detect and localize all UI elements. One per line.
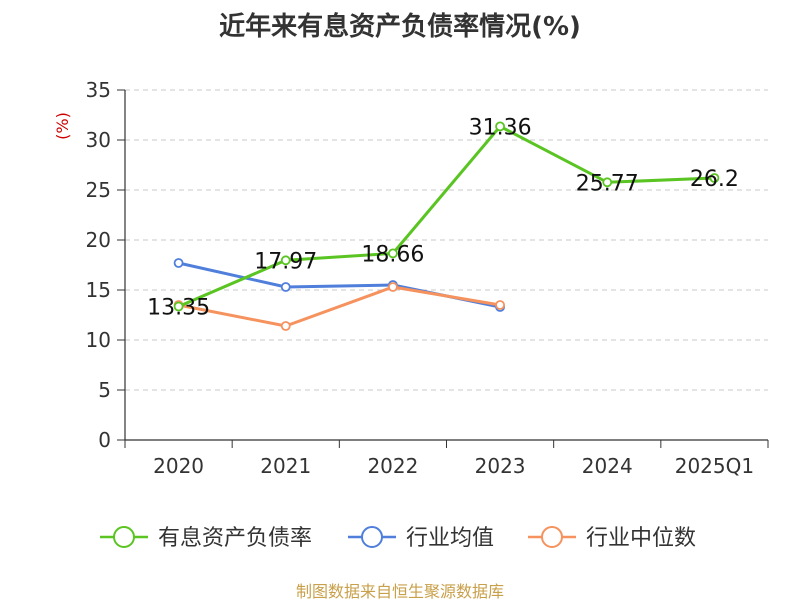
- data-point: [280, 321, 291, 331]
- legend-label: 行业中位数: [586, 526, 696, 551]
- data-point: [388, 282, 398, 292]
- data-point: [709, 173, 720, 183]
- legend-label: 有息资产负债率: [158, 526, 312, 551]
- data-point: [495, 121, 505, 132]
- data-label: 25.77: [576, 171, 639, 196]
- data-point: [173, 258, 184, 268]
- data-point: [602, 177, 613, 188]
- x-tick-label: 2020: [153, 454, 204, 478]
- x-tick-label: 2023: [475, 454, 526, 478]
- grid-lines: [125, 89, 768, 391]
- x-tick-label: 2022: [367, 454, 418, 478]
- y-tick-label: 20: [86, 228, 111, 252]
- x-tick-label: 2025Q1: [675, 454, 754, 478]
- data-point: [173, 301, 184, 312]
- series-line-0: [177, 124, 715, 308]
- legend: 有息资产负债率 行业均值 行业中位数: [100, 526, 696, 551]
- legend-marker: [113, 526, 135, 548]
- y-tick-label: 10: [86, 328, 111, 352]
- axes: 0 5 10 15 20 25 30 35 2020 2021 2022 2023 2024 2025Q1: [86, 78, 769, 478]
- data-label: 31.36: [469, 115, 532, 140]
- legend-marker: [541, 526, 563, 548]
- y-tick-label: 25: [86, 178, 111, 202]
- source-note: 制图数据来自恒生聚源数据库: [295, 582, 504, 601]
- x-tick-label: 2024: [582, 454, 633, 478]
- data-label: 26.2: [690, 167, 739, 192]
- legend-item[interactable]: 行业中位数: [528, 526, 696, 551]
- data-label: 13.35: [147, 296, 210, 321]
- y-axis-unit-label: (%): [53, 112, 72, 140]
- y-tick-label: 15: [86, 278, 111, 302]
- y-tick-label: 5: [98, 378, 111, 402]
- data-point: [280, 282, 291, 292]
- data-labels: 13.35 17.97 18.66 31.36 25.77 26.2: [147, 115, 739, 320]
- legend-marker: [361, 526, 383, 548]
- y-tick-label: 35: [86, 78, 111, 102]
- data-label: 18.66: [361, 242, 424, 267]
- data-label: 17.97: [254, 249, 317, 274]
- legend-label: 行业均值: [406, 526, 494, 551]
- data-point: [280, 255, 291, 266]
- data-point: [388, 248, 398, 259]
- y-tick-label: 0: [98, 428, 111, 452]
- series-lines: [173, 121, 720, 331]
- data-point: [495, 300, 505, 310]
- series-line-2: [178, 285, 501, 328]
- chart-title: 近年来有息资产负债率情况(%): [219, 12, 581, 42]
- legend-item[interactable]: 有息资产负债率: [100, 526, 312, 551]
- legend-item[interactable]: 行业均值: [348, 526, 494, 551]
- y-tick-label: 30: [86, 128, 111, 152]
- x-tick-label: 2021: [260, 454, 311, 478]
